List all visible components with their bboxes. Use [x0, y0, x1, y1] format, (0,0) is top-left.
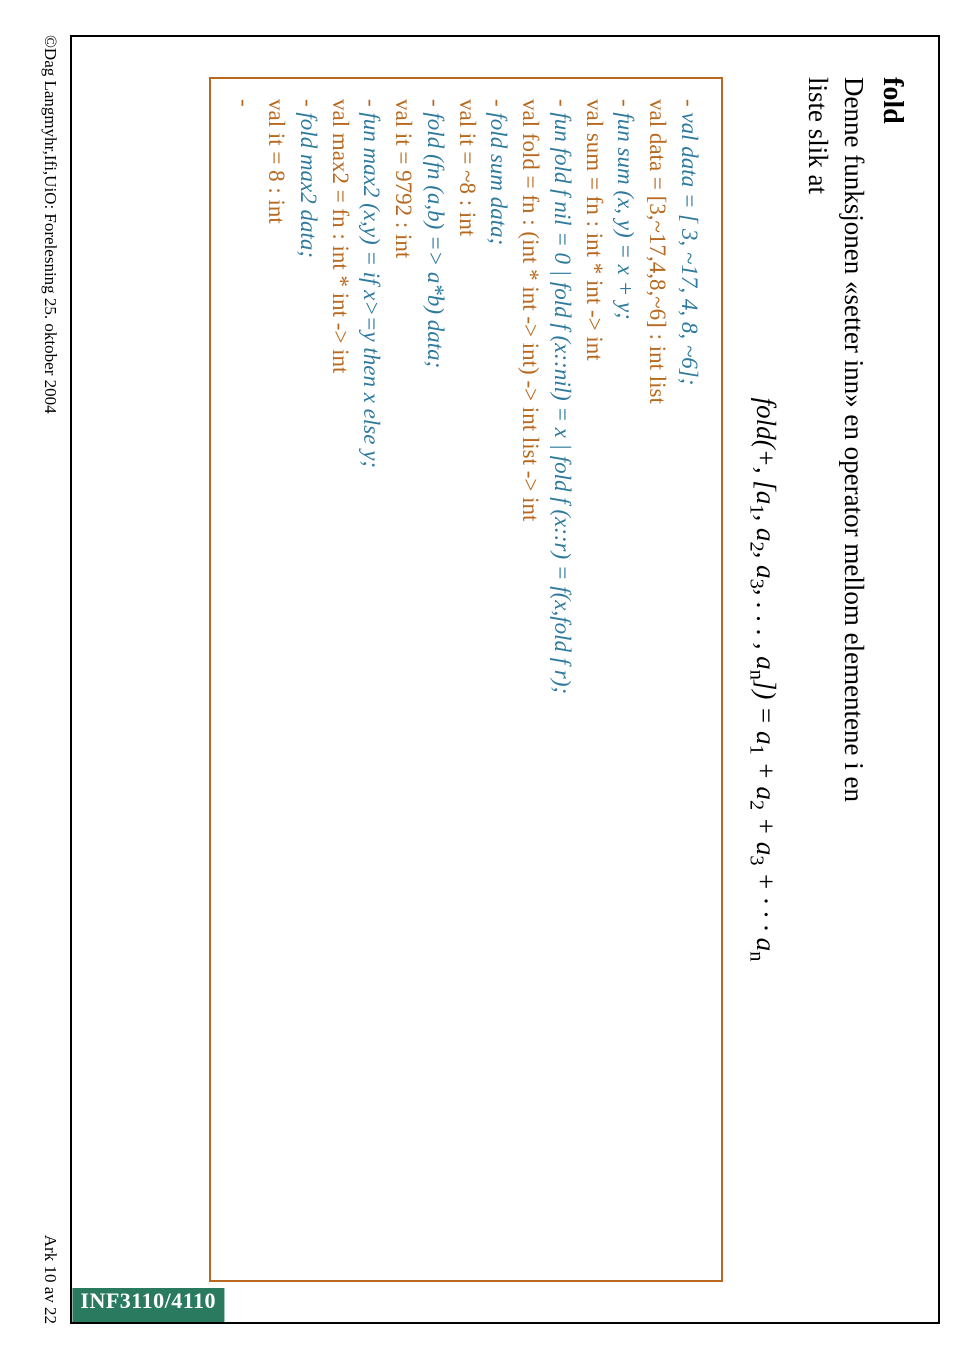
code-line: val sum = fn : int * int -> int: [578, 99, 610, 1260]
code-prompt: -: [677, 99, 702, 112]
footer-left: ©Dag Langmyhr,Ifi,UiO: Forelesning 25. o…: [40, 35, 60, 414]
code-prompt: -: [232, 99, 257, 112]
code-line: val data = [3,~17,4,8,~6] : int list: [641, 99, 673, 1260]
code-input: fold max2 data;: [296, 112, 321, 258]
code-line: val it = ~8 : int: [451, 99, 483, 1260]
code-prompt: -: [359, 99, 384, 112]
code-output: val fold = fn : (int * int -> int) -> in…: [518, 99, 543, 521]
code-output: val max2 = fn : int * int -> int: [328, 99, 353, 373]
code-output: val data = [3,~17,4,8,~6] : int list: [645, 99, 670, 404]
code-prompt: -: [613, 99, 638, 112]
slide-title: fold: [876, 77, 908, 1282]
code-line: - fun fold f nil = 0 | fold f (x::nil) =…: [546, 99, 578, 1260]
code-prompt: -: [296, 99, 321, 112]
code-line: -: [229, 99, 261, 1260]
code-prompt: -: [423, 99, 448, 112]
code-line: - fun sum (x, y) = x + y;: [610, 99, 642, 1260]
code-line: val it = 9792 : int: [387, 99, 419, 1260]
code-input: fold sum data;: [486, 112, 511, 245]
code-input: fun max2 (x,y) = if x>=y then x else y;: [359, 112, 384, 468]
course-tag: INF3110/4110: [72, 1288, 224, 1322]
code-prompt: -: [550, 99, 575, 112]
footer: ©Dag Langmyhr,Ifi,UiO: Forelesning 25. o…: [40, 35, 60, 1324]
slide-frame: fold Denne funksjonen «setter inn» en op…: [70, 35, 940, 1324]
code-line: - fold sum data;: [483, 99, 515, 1260]
code-output: val it = ~8 : int: [455, 99, 480, 236]
code-output: val sum = fn : int * int -> int: [582, 99, 607, 361]
code-line: val max2 = fn : int * int -> int: [324, 99, 356, 1260]
code-output: val it = 9792 : int: [391, 99, 416, 258]
code-line: - fun max2 (x,y) = if x>=y then x else y…: [356, 99, 388, 1260]
code-line: - fold max2 data;: [292, 99, 324, 1260]
intro-text: Denne funksjonen «setter inn» en operato…: [799, 77, 872, 1282]
footer-right: Ark 10 av 22: [40, 1235, 60, 1324]
intro-line-1: Denne funksjonen «setter inn» en operato…: [839, 77, 869, 802]
code-input: fold (fn (a,b) => a*b) data;: [423, 112, 448, 368]
code-line: val it = 8 : int: [260, 99, 292, 1260]
intro-line-2: liste slik at: [803, 77, 833, 194]
code-line: - val data = [ 3, ~17, 4, 8, ~6];: [673, 99, 705, 1260]
code-box: - val data = [ 3, ~17, 4, 8, ~6];val dat…: [209, 77, 723, 1282]
code-input: fun fold f nil = 0 | fold f (x::nil) = x…: [550, 112, 575, 694]
code-input: val data = [ 3, ~17, 4, 8, ~6];: [677, 112, 702, 385]
code-prompt: -: [486, 99, 511, 112]
code-line: - fold (fn (a,b) => a*b) data;: [419, 99, 451, 1260]
code-line: val fold = fn : (int * int -> int) -> in…: [514, 99, 546, 1260]
code-output: val it = 8 : int: [264, 99, 289, 224]
formula: fold(+, [a1, a2, a3, . . . , an]) = a1 +…: [745, 77, 781, 1282]
code-input: fun sum (x, y) = x + y;: [613, 112, 638, 319]
